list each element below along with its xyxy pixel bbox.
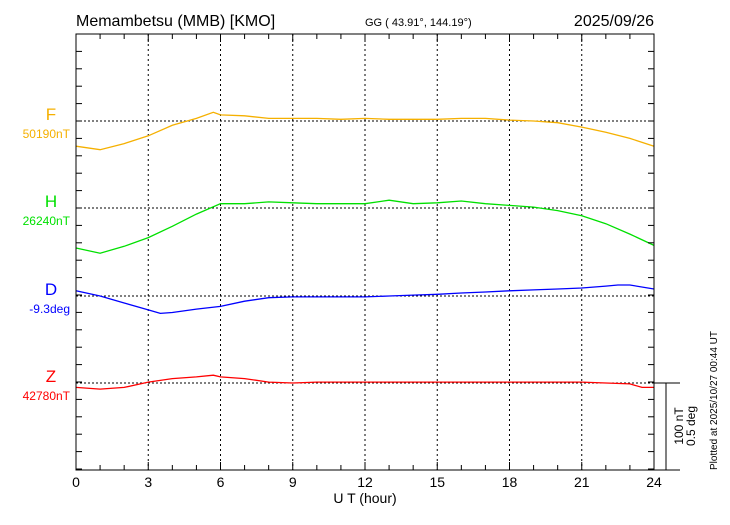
x-tick-label: 12	[357, 474, 373, 490]
series-line-F	[75, 111, 655, 151]
x-tick-label: 21	[574, 474, 590, 490]
series-baseline-Z: 42780nT	[23, 389, 71, 403]
x-tick-label: 18	[502, 474, 518, 490]
scale-nt: 100 nT	[672, 407, 686, 445]
x-tick-label: 3	[144, 474, 152, 490]
series-name-H: H	[45, 192, 57, 211]
series-line-Z	[75, 374, 654, 390]
x-tick-label: 9	[289, 474, 297, 490]
series-name-F: F	[46, 105, 56, 124]
grid	[76, 34, 654, 470]
x-tick-label: 24	[646, 474, 662, 490]
x-tick-label: 15	[429, 474, 445, 490]
series-lines	[75, 111, 655, 390]
series-baseline-F: 50190nT	[23, 127, 71, 141]
series-baseline-H: 26240nT	[23, 214, 71, 228]
series-labels: F 50190nT H 26240nT D -9.3deg Z 42780nT	[23, 105, 71, 403]
scale-deg: 0.5 deg	[684, 406, 698, 446]
x-tick-label: 0	[72, 474, 80, 490]
series-name-D: D	[45, 280, 57, 299]
series-line-H	[75, 199, 655, 254]
coordinates: GG ( 43.91°, 144.19°)	[365, 17, 472, 29]
plotted-timestamp: Plotted at 2025/10/27 00:44 UT	[709, 331, 720, 470]
series-line-D	[75, 284, 655, 315]
x-ticks: 0 3 6 9 12 15 18 21 24	[72, 33, 662, 490]
x-axis-label: U T (hour)	[333, 490, 396, 506]
scale-bar: 100 nT 0.5 deg	[654, 382, 698, 471]
series-name-Z: Z	[46, 367, 56, 386]
date: 2025/09/26	[574, 13, 654, 30]
x-tick-label: 6	[217, 474, 225, 490]
series-baseline-D: -9.3deg	[29, 302, 70, 316]
station-title: Memambetsu (MMB) [KMO]	[76, 13, 275, 30]
